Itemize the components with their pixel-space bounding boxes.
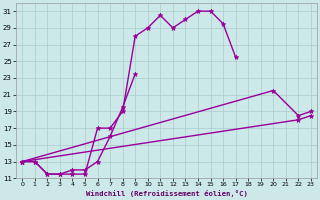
X-axis label: Windchill (Refroidissement éolien,°C): Windchill (Refroidissement éolien,°C) [86,190,248,197]
